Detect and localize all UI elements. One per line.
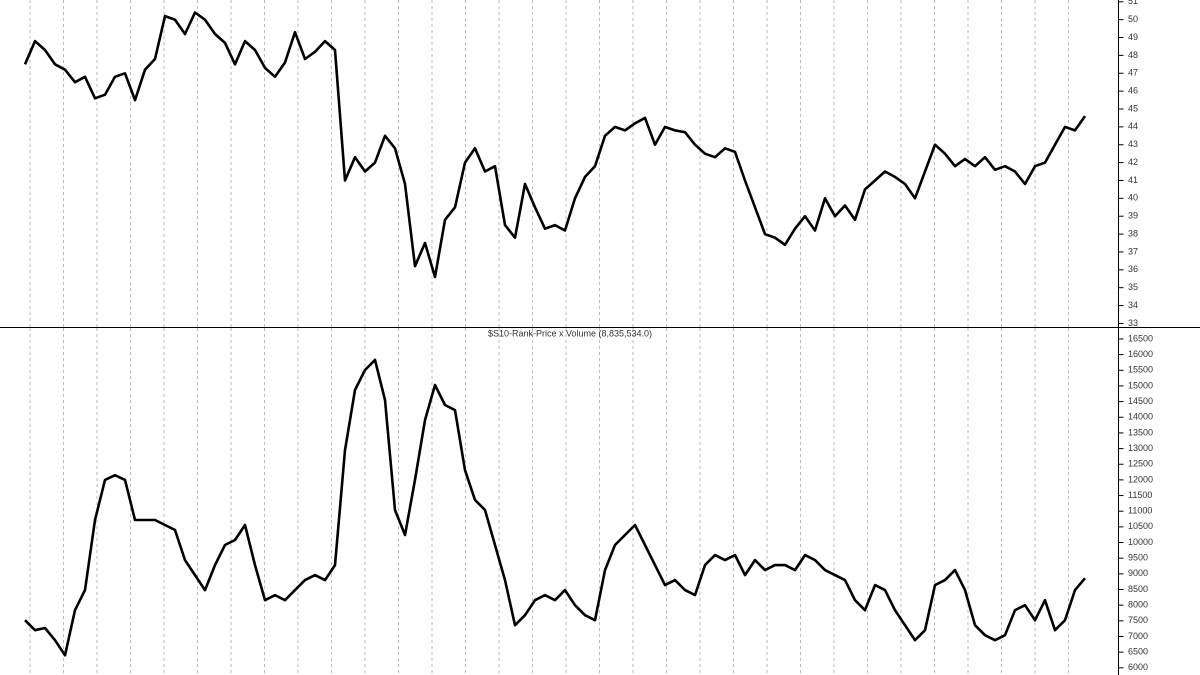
y-tick-label: 16000: [1128, 349, 1153, 359]
y-tick-label: 33: [1128, 318, 1138, 328]
y-tick-label: 34: [1128, 300, 1138, 310]
y-tick-label: 42: [1128, 157, 1138, 167]
y-tick-label: 38: [1128, 228, 1138, 238]
data-line: [24, 358, 1086, 657]
y-tick-label: 51: [1128, 0, 1138, 6]
y-tick-label: 11000: [1128, 506, 1152, 516]
y-tick-label: 8500: [1128, 584, 1148, 594]
y-tick-label: 12500: [1128, 459, 1153, 469]
y-tick-label: 13000: [1128, 443, 1153, 453]
y-tick-label: 35: [1128, 282, 1138, 292]
y-tick-label: 12000: [1128, 474, 1153, 484]
y-tick-label: 15500: [1128, 365, 1153, 375]
y-tick-label: 40: [1128, 193, 1138, 203]
y-tick-label: 46: [1128, 86, 1138, 96]
y-tick-label: 16500: [1128, 333, 1153, 343]
y-tick-label: 39: [1128, 211, 1138, 221]
y-tick-label: 36: [1128, 264, 1138, 274]
y-tick-label: 47: [1128, 68, 1138, 78]
y-tick-label: 11500: [1128, 490, 1152, 500]
y-tick-label: 13500: [1128, 427, 1153, 437]
y-tick-label: 45: [1128, 103, 1138, 113]
y-tick-label: 14500: [1128, 396, 1153, 406]
y-tick-label: 6500: [1128, 647, 1148, 657]
y-tick-label: 10500: [1128, 521, 1153, 531]
y-tick-label: 37: [1128, 246, 1138, 256]
y-tick-label: 44: [1128, 121, 1138, 131]
y-tick-label: 48: [1128, 50, 1138, 60]
y-tick-label: 50: [1128, 14, 1138, 24]
y-tick-label: 41: [1128, 175, 1138, 185]
y-tick-label: 8000: [1128, 600, 1148, 610]
y-tick-label: 10000: [1128, 537, 1153, 547]
y-tick-label: 14000: [1128, 412, 1153, 422]
y-tick-label: 49: [1128, 32, 1138, 42]
y-tick-label: 9000: [1128, 568, 1148, 578]
y-tick-label: 9500: [1128, 553, 1148, 563]
panel-title: $S10-Rank-Price x Volume (8,835,534.0): [488, 328, 652, 338]
y-tick-label: 6000: [1128, 662, 1148, 672]
y-tick-label: 43: [1128, 139, 1138, 149]
y-tick-label: 7500: [1128, 615, 1148, 625]
y-tick-label: 15000: [1128, 380, 1153, 390]
data-line: [23, 11, 1087, 279]
y-tick-label: 7000: [1128, 631, 1148, 641]
